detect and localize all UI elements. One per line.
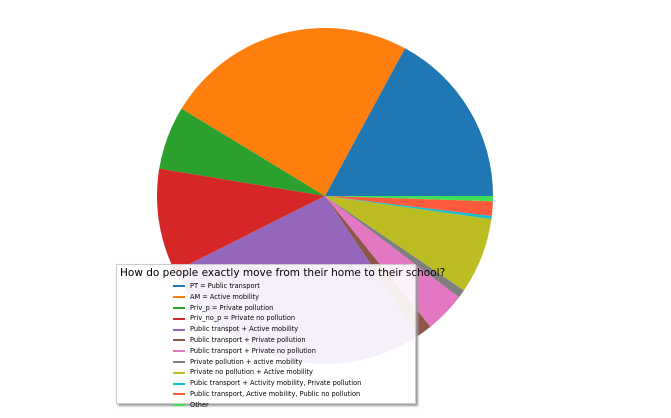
legend-swatch	[173, 317, 185, 320]
legend-entry-1: PT = Public transport	[173, 281, 361, 292]
legend-entry-7: Public transport + Private no pollution	[173, 346, 361, 357]
legend-entry-5: Public transpot + Active mobility	[173, 324, 361, 335]
legend-swatch	[173, 350, 185, 353]
legend-label: PT = Public transport	[190, 282, 260, 291]
legend-entry-10: Pubic transport + Activity mobility, Pri…	[173, 378, 361, 389]
legend-label: Private pollution + active mobility	[190, 357, 303, 366]
legend-swatch	[173, 382, 185, 385]
legend-entry-12: Other	[173, 400, 361, 411]
legend-swatch	[173, 285, 185, 288]
legend-swatch	[173, 360, 185, 363]
pie-slice-10	[325, 196, 492, 220]
legend-label: AM = Active mobility	[190, 292, 260, 301]
pie-slice-2	[181, 27, 406, 197]
legend-swatch	[173, 296, 185, 299]
legend-label: Public transport + Private no pollution	[190, 346, 316, 355]
legend-entry-8: Private pollution + active mobility	[173, 357, 361, 368]
legend-label: Pubic transport + Activity mobility, Pri…	[190, 379, 362, 388]
legend-entry-6: Public transport + Private pollution	[173, 335, 361, 346]
pie-slice-1	[325, 48, 493, 196]
pie-slice-11	[325, 196, 493, 217]
legend-label: Public transport, Active mobility, Publi…	[190, 390, 361, 399]
legend-swatch	[173, 404, 185, 407]
legend-label: Priv_p = Private pollution	[190, 303, 274, 312]
legend-swatch	[173, 306, 185, 309]
legend-label: Public transpot + Active mobility	[190, 325, 299, 334]
legend-swatch	[173, 371, 185, 374]
legend: How do people exactly move from their ho…	[116, 264, 445, 408]
legend-entry-11: Public transport, Active mobility, Publi…	[173, 389, 361, 400]
legend-title: How do people exactly move from their ho…	[120, 267, 446, 279]
pie-slice-9	[325, 196, 492, 291]
pie-slice-12	[325, 196, 493, 202]
legend-swatch	[173, 328, 185, 331]
legend-entry-9: Private no pollution + Active mobility	[173, 367, 361, 378]
legend-label: Private no pollution + Active mobility	[190, 368, 313, 377]
legend-label: Other	[190, 400, 209, 409]
legend-entry-2: AM = Active mobility	[173, 292, 361, 303]
legend-entry-3: Priv_p = Private pollution	[173, 303, 361, 314]
legend-entry-4: Priv_no_p = Private no pollution	[173, 313, 361, 324]
pie-slice-3	[159, 108, 325, 196]
pie-slice-4	[157, 168, 325, 272]
legend-label: Public transport + Private pollution	[190, 336, 306, 345]
legend-entries: PT = Public transport AM = Active mobilit…	[173, 281, 361, 411]
pie-slice-7	[325, 196, 460, 327]
pie-slice-8	[325, 196, 464, 298]
legend-label: Priv_no_p = Private no pollution	[190, 314, 296, 323]
legend-swatch	[173, 339, 185, 342]
legend-swatch	[173, 393, 185, 396]
